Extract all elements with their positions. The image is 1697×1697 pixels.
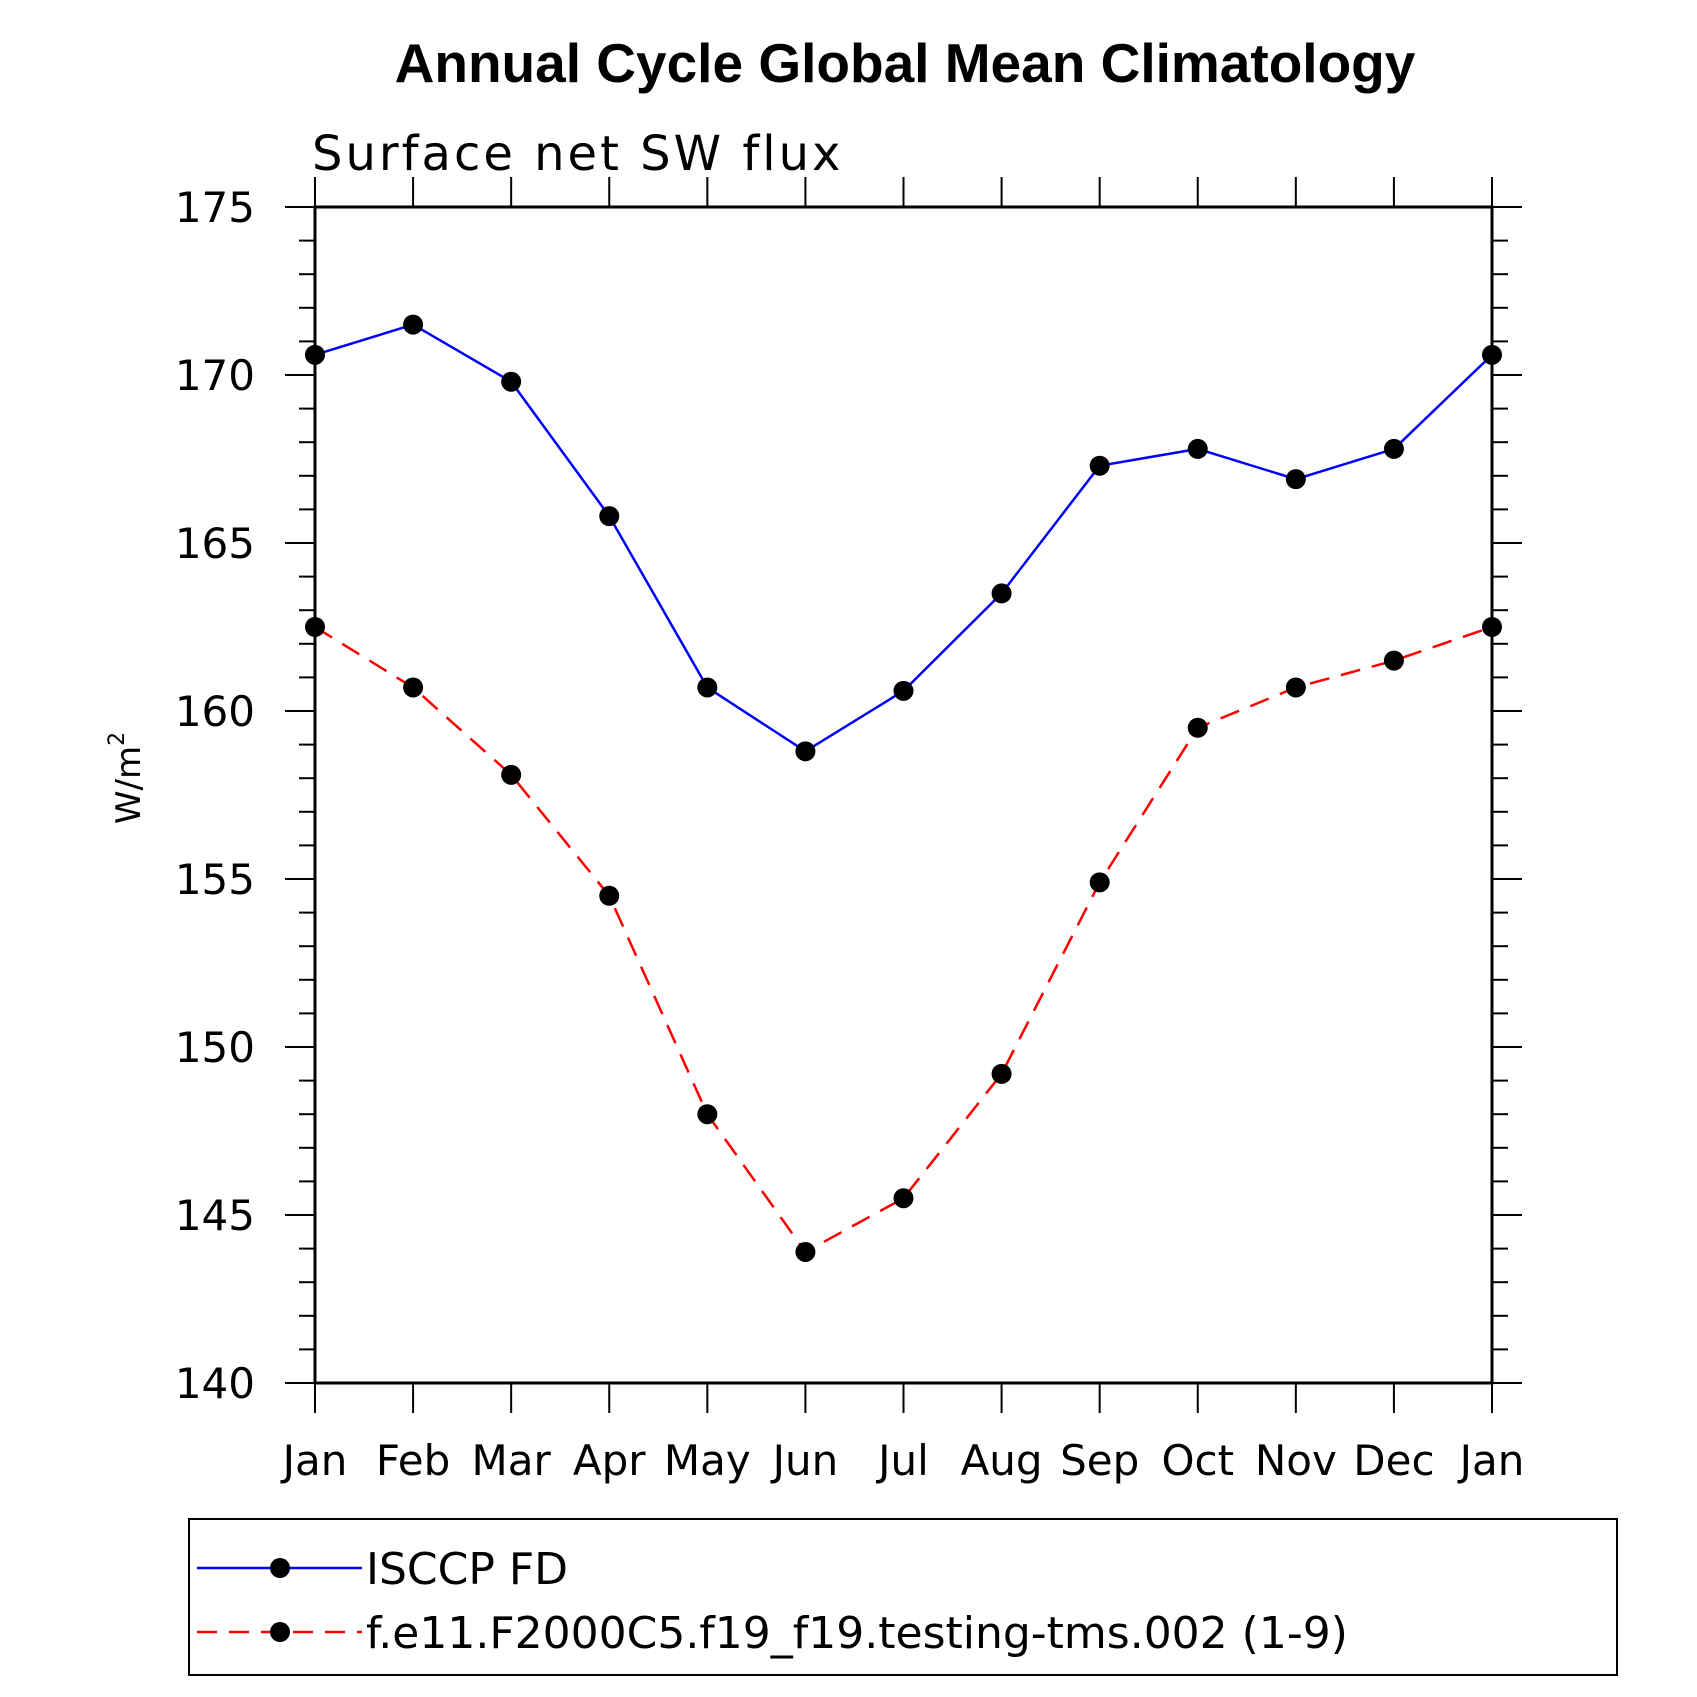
y-tick-label: 170 <box>175 351 255 400</box>
y-axis-label-superscript: 2 <box>105 732 130 746</box>
series-2-point <box>893 1188 914 1209</box>
x-tick-label: Aug <box>961 1436 1043 1485</box>
plot-frame <box>313 205 1494 1385</box>
legend-marker-1 <box>270 1558 290 1578</box>
legend-box <box>188 1518 1618 1676</box>
y-tick-label: 165 <box>175 519 255 568</box>
series-1-point <box>403 314 424 335</box>
x-tick-label: Jul <box>875 1436 929 1485</box>
y-tick-label: 140 <box>175 1359 255 1408</box>
series-1-point <box>501 371 522 392</box>
y-axis-label-unit: W/m <box>109 746 149 824</box>
legend-label-1: ISCCP FD <box>366 1544 568 1595</box>
y-axis-label: W/m2 <box>105 732 149 824</box>
x-tick-label: Sep <box>1060 1436 1139 1485</box>
series-2-point <box>599 885 620 906</box>
x-tick-labels: Jan Feb Mar Apr May Jun Jul Aug Sep Oct Nov Dec Jan <box>280 1436 1525 1485</box>
svg-text:W/m2: W/m2 <box>105 732 149 824</box>
series-2-point <box>991 1063 1012 1084</box>
y-tick-label: 175 <box>175 183 255 232</box>
x-tick-label: Dec <box>1353 1436 1434 1485</box>
series-1-point <box>1089 455 1110 476</box>
x-tick-label: May <box>664 1436 751 1485</box>
series-2-point <box>795 1241 816 1262</box>
series-line-2 <box>314 625 1493 1254</box>
axis-ticks <box>285 177 1522 1413</box>
x-tick-label: Mar <box>472 1436 552 1485</box>
legend-marker-2 <box>270 1622 290 1642</box>
x-tick-label: Jan <box>1457 1436 1525 1485</box>
chart-title: Annual Cycle Global Mean Climatology <box>395 32 1416 94</box>
x-tick-label: Jan <box>280 1436 348 1485</box>
series-points <box>305 314 1502 1262</box>
legend-label-2: f.e11.F2000C5.f19_f19.testing-tms.002 (1… <box>366 1608 1348 1659</box>
series-1-point <box>893 680 914 701</box>
x-tick-label: Jun <box>770 1436 839 1485</box>
series-lines <box>314 323 1493 1254</box>
series-2-point <box>1089 872 1110 893</box>
series-1-point <box>1383 438 1404 459</box>
series-1-point <box>1285 469 1306 490</box>
y-tick-label: 145 <box>175 1191 255 1240</box>
series-1-point <box>795 741 816 762</box>
legend: ISCCP FD f.e11.F2000C5.f19_f19.testing-tm… <box>188 1518 1618 1676</box>
y-tick-label: 160 <box>175 687 255 736</box>
series-2-point <box>403 677 424 698</box>
series-2-point <box>697 1104 718 1125</box>
y-tick-label: 155 <box>175 855 255 904</box>
x-tick-label: Apr <box>573 1436 646 1485</box>
series-1-point <box>1187 438 1208 459</box>
series-2-point <box>1187 717 1208 738</box>
x-tick-label: Oct <box>1161 1436 1234 1485</box>
x-tick-label: Nov <box>1255 1436 1337 1485</box>
series-2-point <box>1383 650 1404 671</box>
series-1-point <box>991 583 1012 604</box>
series-2-point <box>501 764 522 785</box>
series-1-point <box>697 677 718 698</box>
series-1-point <box>599 506 620 527</box>
y-tick-label: 150 <box>175 1023 255 1072</box>
series-2-point <box>1285 677 1306 698</box>
chart-subtitle: Surface net SW flux <box>312 126 843 182</box>
x-tick-label: Feb <box>376 1436 450 1485</box>
y-tick-labels: 140 145 150 155 160 165 170 175 <box>175 183 255 1408</box>
